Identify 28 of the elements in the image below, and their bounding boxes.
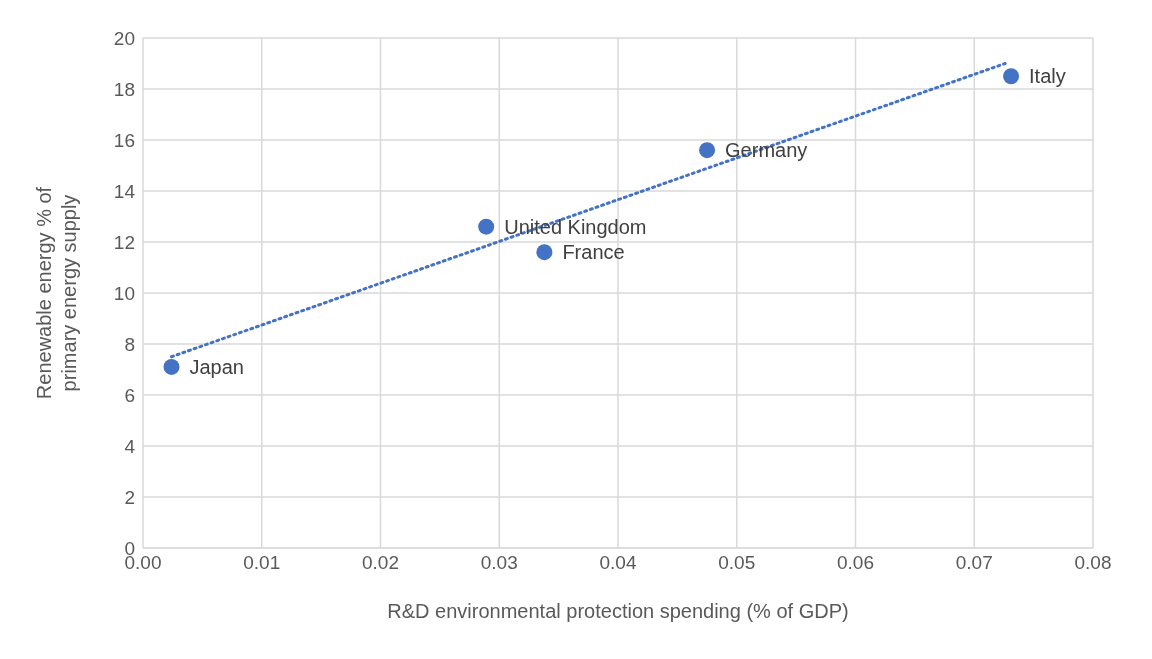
x-tick-label: 0.08 — [1074, 552, 1112, 574]
x-tick-label: 0.02 — [362, 552, 399, 574]
x-tick-label: 0.07 — [955, 552, 993, 574]
y-tick-label: 8 — [124, 333, 135, 355]
annotation: Italy — [1029, 65, 1066, 88]
x-axis-title: R&D environmental protection spending (% of GDP) — [387, 600, 849, 622]
x-tick-label: 0.05 — [718, 552, 756, 574]
y-tick-label: 20 — [113, 27, 135, 49]
annotation: Japan — [189, 356, 244, 379]
y-axis-title: Renewable energy % of primary energy supply — [33, 186, 80, 400]
x-tick-label: 0.06 — [837, 552, 874, 574]
point — [478, 218, 495, 235]
y-tick-label: 12 — [113, 231, 135, 253]
y-tick-label: 4 — [124, 435, 136, 457]
point — [163, 358, 180, 375]
y-tick-label: 18 — [113, 78, 135, 100]
point — [699, 142, 716, 159]
point — [536, 244, 553, 261]
y-tick-label: 16 — [113, 129, 135, 151]
x-tick-label: 0.03 — [480, 552, 518, 574]
annotation: France — [562, 241, 625, 264]
y-tick-label: 10 — [113, 282, 135, 304]
y-tick-label: 6 — [124, 384, 135, 406]
y-tick-label: 2 — [124, 486, 135, 508]
x-tick-label: 0.04 — [599, 552, 637, 574]
point — [1003, 68, 1020, 85]
y-tick-label: 14 — [113, 180, 136, 202]
x-tick-label: 0.01 — [243, 552, 281, 574]
